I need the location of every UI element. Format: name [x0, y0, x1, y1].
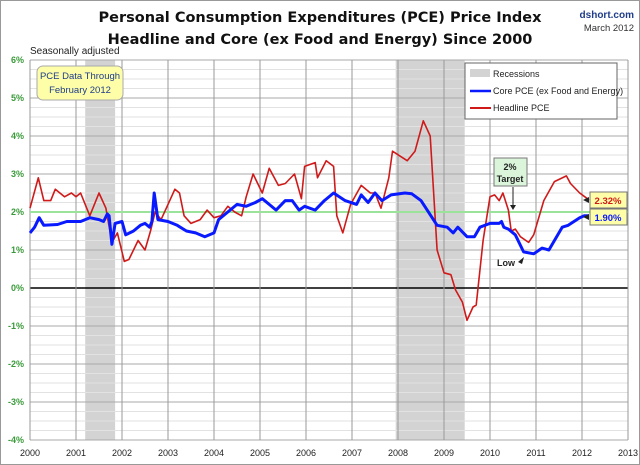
x-tick-label: 2009 [434, 448, 454, 458]
y-tick-label: 0% [11, 283, 24, 293]
x-tick-label: 2004 [204, 448, 224, 458]
source-label: dshort.com [580, 10, 635, 21]
seasonal-note: Seasonally adjusted [30, 46, 120, 57]
headline-last-label: 2.32% [583, 191, 628, 209]
x-tick-label: 2006 [296, 448, 316, 458]
y-tick-label: -2% [8, 359, 24, 369]
legend: Recessions Core PCE (ex Food and Energy)… [464, 62, 623, 120]
x-tick-label: 2010 [480, 448, 500, 458]
y-tick-label: -4% [8, 435, 24, 445]
date-label: March 2012 [584, 23, 634, 34]
chart-title: Personal Consumption Expenditures (PCE) … [99, 10, 543, 26]
target-annotation: 2% Target [493, 157, 528, 210]
y-tick-label: 3% [11, 169, 24, 179]
x-tick-label: 2012 [572, 448, 592, 458]
legend-recessions: Recessions [493, 69, 540, 79]
x-tick-label: 2013 [618, 448, 638, 458]
legend-core: Core PCE (ex Food and Energy) [493, 86, 623, 96]
x-tick-label: 2003 [158, 448, 178, 458]
legend-headline: Headline PCE [493, 103, 550, 113]
x-tick-label: 2000 [20, 448, 40, 458]
legend-recession-swatch [470, 69, 490, 77]
data-through-box: PCE Data Through February 2012 [36, 65, 124, 101]
y-tick-label: 2% [11, 207, 24, 217]
x-tick-label: 2002 [112, 448, 132, 458]
target-label-1: 2% [503, 162, 516, 172]
low-annotation: Low [497, 257, 524, 268]
core-last-label: 1.90% [583, 208, 628, 226]
x-tick-label: 2008 [388, 448, 408, 458]
core-pce-line [28, 191, 589, 256]
headline-last-value: 2.32% [595, 196, 622, 207]
y-tick-label: 6% [11, 55, 24, 65]
x-tick-label: 2007 [342, 448, 362, 458]
low-arrow-icon [518, 257, 524, 264]
chart-subtitle: Headline and Core (ex Food and Energy) S… [108, 32, 533, 48]
y-tick-label: -1% [8, 321, 24, 331]
x-tick-label: 2001 [66, 448, 86, 458]
y-tick-label: 4% [11, 131, 24, 141]
low-label: Low [497, 258, 516, 268]
y-tick-label: 1% [11, 245, 24, 255]
target-label-2: Target [497, 174, 524, 184]
y-tick-label: 5% [11, 93, 24, 103]
data-through-line2: February 2012 [49, 85, 111, 96]
headline-pce-line [29, 120, 590, 322]
y-tick-label: -3% [8, 397, 24, 407]
data-through-line1: PCE Data Through [40, 71, 120, 82]
x-tick-label: 2005 [250, 448, 270, 458]
x-tick-label: 2011 [526, 448, 545, 458]
core-last-value: 1.90% [595, 213, 622, 224]
